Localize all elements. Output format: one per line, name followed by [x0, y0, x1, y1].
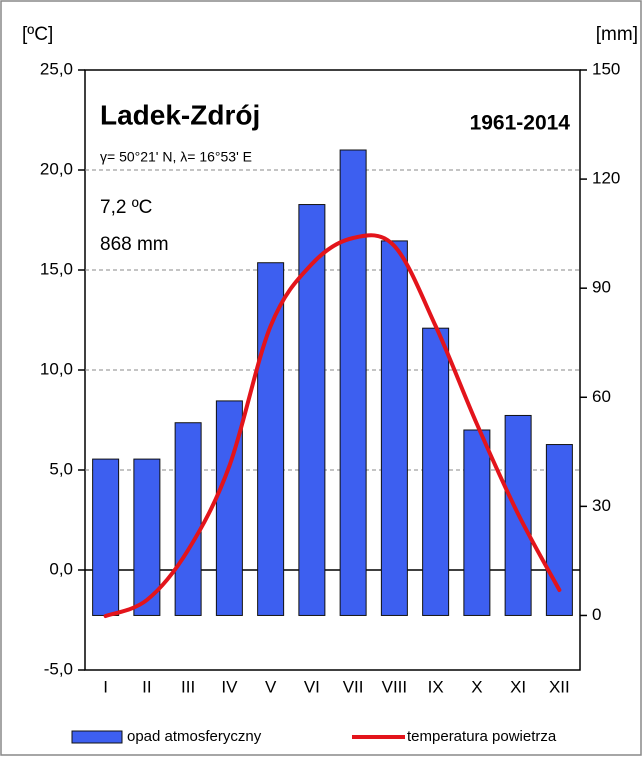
- y2-tick-label: 90: [592, 278, 611, 297]
- x-tick-label: XI: [510, 677, 526, 696]
- y2-tick-label: 120: [592, 169, 620, 188]
- y-tick-label: 10,0: [40, 359, 73, 378]
- y-axis-label: [ºC]: [22, 24, 53, 45]
- y-tick-label: 0,0: [49, 559, 73, 578]
- bar: [380, 240, 408, 616]
- bar: [463, 429, 491, 616]
- x-tick-label: II: [142, 677, 151, 696]
- x-tick-label: XII: [549, 677, 570, 696]
- x-tick-label: IX: [428, 677, 444, 696]
- subtitle: 1961-2014: [470, 112, 571, 135]
- y-tick-label: -5,0: [44, 659, 73, 678]
- y2-tick-label: 0: [592, 605, 601, 624]
- bar: [422, 327, 450, 616]
- y-tick-label: 25,0: [40, 59, 73, 78]
- y2-tick-label: 30: [592, 496, 611, 515]
- y-tick-label: 15,0: [40, 259, 73, 278]
- y-tick-label: 20,0: [40, 159, 73, 178]
- legend-swatch: [71, 730, 123, 744]
- legend-label: temperatura powietrza: [407, 728, 557, 745]
- x-tick-label: IV: [221, 677, 238, 696]
- bar: [339, 149, 367, 616]
- y2-tick-label: 150: [592, 59, 620, 78]
- x-tick-label: III: [181, 677, 195, 696]
- annotation: γ= 50°21' N, λ= 16°53' E: [100, 149, 252, 165]
- bar: [133, 458, 161, 616]
- temperature-line: [103, 233, 562, 618]
- y2-tick-label: 60: [592, 387, 611, 406]
- x-tick-label: I: [103, 677, 108, 696]
- annotation: 868 mm: [100, 234, 169, 255]
- x-tick-label: X: [471, 677, 482, 696]
- bar: [92, 458, 120, 616]
- annotation: 7,2 ºC: [100, 197, 152, 218]
- y-tick-label: 5,0: [49, 459, 73, 478]
- x-tick-label: VIII: [382, 677, 408, 696]
- y2-axis-label: [mm]: [596, 24, 638, 45]
- x-tick-label: VI: [304, 677, 320, 696]
- chart-title: Ladek-Zdrój: [100, 99, 260, 130]
- bar: [257, 262, 285, 616]
- x-tick-label: V: [265, 677, 277, 696]
- legend-label: opad atmosferyczny: [127, 728, 262, 745]
- bar: [174, 422, 202, 616]
- x-tick-label: VII: [343, 677, 364, 696]
